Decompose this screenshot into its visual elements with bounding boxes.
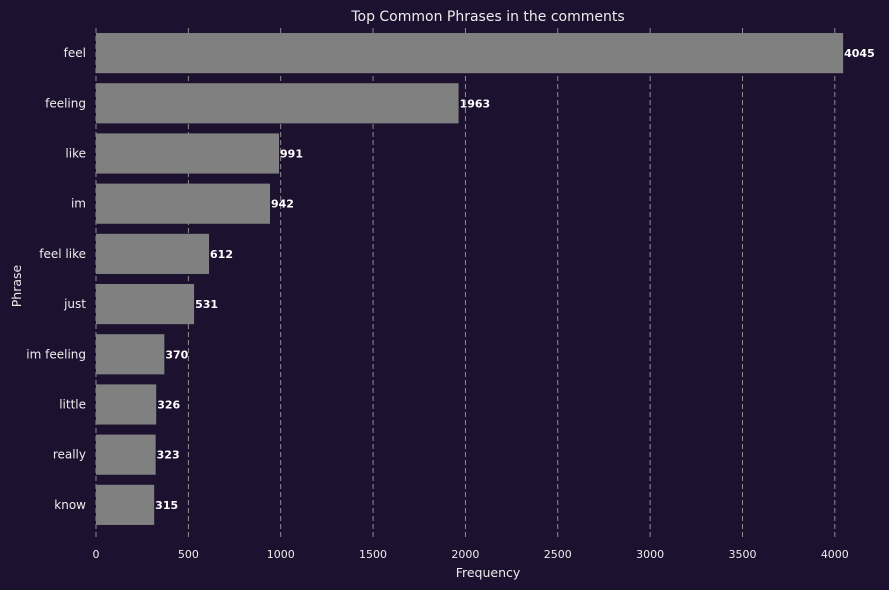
y-category-label: feeling [45, 96, 86, 110]
y-category-label: know [54, 498, 86, 512]
bar [96, 284, 195, 325]
bars: 4045 1963 991 942 612 531 370 326 323 315 [96, 33, 875, 525]
x-axis-ticks: 0 500 1000 1500 2000 2500 3000 3500 4000 [93, 548, 849, 561]
y-axis-label: Phrase [9, 264, 24, 307]
y-category-label: im [71, 197, 86, 211]
bar [96, 384, 157, 425]
data-label: 612 [210, 248, 233, 261]
bar [96, 83, 459, 124]
x-axis-label: Frequency [456, 565, 521, 580]
chart-title: Top Common Phrases in the comments [350, 9, 624, 25]
bar [96, 33, 844, 74]
data-label: 323 [157, 449, 180, 462]
bar [96, 334, 165, 375]
y-category-label: im feeling [26, 347, 86, 361]
y-category-label: feel [64, 46, 86, 60]
bar [96, 183, 270, 224]
data-label: 370 [165, 348, 188, 361]
x-tick-label: 1000 [267, 548, 295, 561]
y-category-label: little [59, 397, 86, 411]
data-label: 991 [280, 147, 303, 160]
x-tick-label: 3500 [728, 548, 756, 561]
x-tick-label: 500 [178, 548, 199, 561]
data-label: 315 [155, 499, 178, 512]
bar [96, 434, 156, 475]
y-category-label: really [53, 448, 86, 462]
x-tick-label: 2000 [451, 548, 479, 561]
data-label: 326 [157, 398, 180, 411]
x-tick-label: 0 [93, 548, 100, 561]
data-label: 4045 [844, 47, 875, 60]
y-category-label: like [65, 146, 86, 160]
x-tick-label: 1500 [359, 548, 387, 561]
x-tick-label: 4000 [821, 548, 849, 561]
x-tick-label: 3000 [636, 548, 664, 561]
bar [96, 233, 210, 274]
y-category-label: just [63, 297, 86, 311]
bar [96, 484, 155, 525]
bar [96, 133, 280, 174]
y-axis-categories: feel feeling like im feel like just im feeling… [26, 46, 86, 512]
data-label: 531 [195, 298, 218, 311]
x-tick-label: 2500 [544, 548, 572, 561]
data-label: 942 [271, 198, 294, 211]
data-label: 1963 [460, 97, 491, 110]
y-category-label: feel like [39, 247, 86, 261]
